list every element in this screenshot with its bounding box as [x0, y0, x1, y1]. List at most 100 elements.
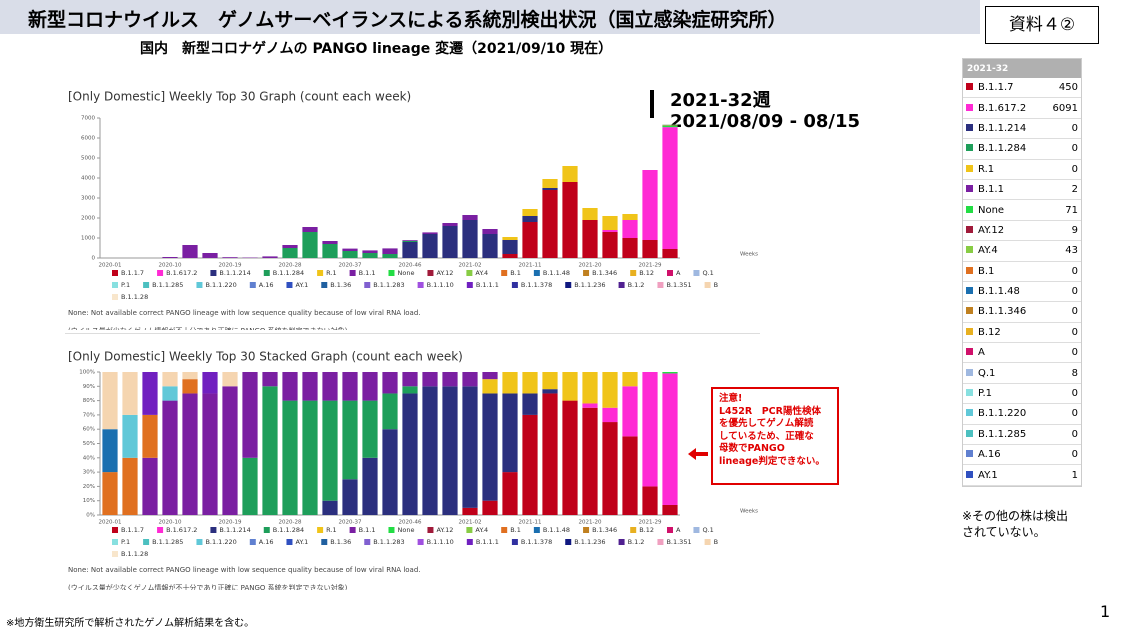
y-tick-label: 2000 [81, 216, 95, 222]
legend-label: P.1 [121, 281, 130, 289]
legend-label: B.1.2 [628, 281, 645, 289]
legend-swatch [143, 539, 150, 545]
legend-label: AY.4 [475, 269, 488, 277]
y-tick-label: 7000 [81, 116, 95, 122]
lineage-cell: B.1.1.285 [963, 424, 1043, 446]
bar-segment [542, 393, 558, 515]
caution-line: 注意! [719, 393, 743, 404]
legend-swatch [501, 270, 508, 276]
legend-swatch [630, 527, 637, 533]
legend-swatch [533, 527, 540, 533]
legend-label: AY.1 [295, 281, 308, 289]
bar-segment [642, 372, 658, 487]
count-cell: 71 [1043, 199, 1081, 221]
count-cell: 0 [1043, 281, 1081, 303]
table-row: None 71 [963, 199, 1081, 221]
x-tick-label: 2021-02 [459, 263, 482, 269]
table-row: B.1.1.214 0 [963, 118, 1081, 140]
legend-label: B.1.1.236 [574, 538, 605, 546]
lineage-name: B.12 [978, 326, 1001, 338]
legend-swatch [693, 527, 700, 533]
legend-swatch [618, 282, 625, 288]
count-cell: 1 [1043, 464, 1081, 486]
bar-segment [162, 386, 178, 401]
x-tick-label: 2020-01 [99, 520, 122, 526]
lineage-name: B.1.1.220 [978, 408, 1027, 420]
slide-title: 新型コロナウイルス ゲノムサーベイランスによる系統別検出状況（国立感染症研究所） [28, 9, 787, 31]
bar-segment [662, 249, 678, 258]
legend-label: B.1.1.28 [121, 293, 148, 301]
subtitle: 国内 新型コロナゲノムの PANGO lineage 変遷（2021/09/10… [140, 41, 613, 57]
legend-swatch [657, 282, 664, 288]
bar-segment [242, 457, 258, 515]
legend-label: AY.12 [436, 526, 453, 534]
legend-label: B.1.1.284 [273, 269, 304, 277]
y-tick-label: 0% [86, 513, 95, 519]
bar-segment [662, 127, 678, 249]
y-tick-label: 4000 [81, 176, 95, 182]
lineage-name: Q.1 [978, 367, 996, 379]
bar-segment [302, 400, 318, 515]
bar-segment [482, 229, 498, 234]
x-tick-label: 2020-28 [279, 520, 302, 526]
bar-segment [602, 230, 618, 232]
legend-swatch [364, 539, 371, 545]
bar-segment [662, 372, 678, 374]
legend-label: Q.1 [702, 269, 713, 277]
bar-segment [562, 182, 578, 258]
swatch [966, 368, 973, 376]
bar-segment [482, 500, 498, 515]
legend-label: B.1.346 [592, 526, 617, 534]
legend-swatch [286, 539, 293, 545]
legend-swatch [657, 539, 664, 545]
legend-swatch [630, 270, 637, 276]
y-tick-label: 20% [83, 484, 95, 490]
bar-segment [342, 372, 358, 401]
lineage-name: A.16 [978, 449, 1001, 461]
legend-swatch [321, 282, 328, 288]
count-cell: 0 [1043, 118, 1081, 140]
legend-label: B.1.351 [666, 281, 691, 289]
bar-segment [642, 486, 658, 515]
bar-segment [222, 386, 238, 515]
swatch [966, 123, 973, 131]
legend-label: B [714, 538, 718, 546]
swatch [966, 389, 973, 397]
legend-swatch [565, 539, 572, 545]
table-row: AY.12 9 [963, 220, 1081, 242]
legend-label: B.1.1.7 [121, 526, 144, 534]
table-row: B.1.1.284 0 [963, 138, 1081, 160]
lineage-name: B.1.617.2 [978, 102, 1027, 114]
bar-segment [402, 240, 418, 241]
legend-label: B.1.617.2 [166, 269, 197, 277]
lineage-cell: B.1.1.48 [963, 281, 1043, 303]
bar-segment [582, 208, 598, 220]
legend-swatch [417, 282, 424, 288]
bar-segment [422, 386, 438, 515]
legend-label: A.16 [259, 538, 274, 546]
swatch [966, 246, 973, 254]
legend-swatch [466, 282, 473, 288]
bar-segment [422, 372, 438, 387]
bar-segment [482, 379, 498, 394]
legend-label: B.1 [510, 269, 521, 277]
x-tick-label: 2020-37 [339, 520, 362, 526]
bar-segment [422, 234, 438, 258]
bar-segment [322, 500, 338, 515]
bar-segment [102, 472, 118, 515]
legend-label: B.1.1.214 [219, 269, 250, 277]
bar-segment [642, 170, 658, 240]
legend-swatch [321, 539, 328, 545]
bar-segment [462, 507, 478, 515]
y-tick-label: 80% [83, 398, 95, 404]
legend-swatch [618, 539, 625, 545]
lineage-name: B.1.1.284 [978, 143, 1027, 155]
bar-segment [362, 372, 378, 401]
bar-segment [642, 240, 658, 258]
legend-label: B.1.1.28 [121, 550, 148, 558]
count-cell: 43 [1043, 240, 1081, 262]
bar-segment [582, 407, 598, 515]
bar-segment [562, 400, 578, 515]
legend-label: B.12 [639, 269, 654, 277]
